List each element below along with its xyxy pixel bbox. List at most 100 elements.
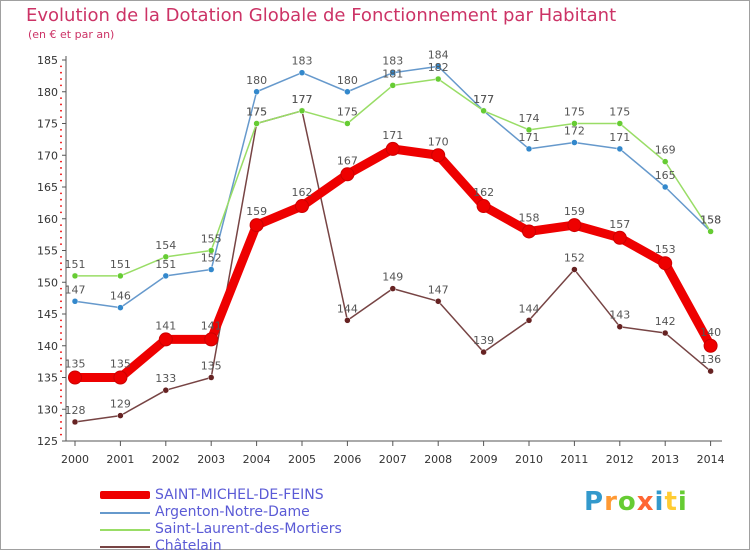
- data-label: 175: [246, 106, 267, 119]
- y-minor-tick: [60, 236, 62, 239]
- data-label: 177: [292, 93, 313, 106]
- legend-item-argenton-notre-dame: Argenton-Notre-Dame: [100, 504, 500, 521]
- x-tick-label: 2014: [697, 453, 725, 466]
- y-tick-label: 125: [37, 435, 58, 448]
- data-label: 155: [201, 233, 222, 246]
- data-point: [434, 298, 442, 305]
- data-point: [431, 148, 446, 163]
- y-tick-label: 155: [37, 245, 58, 258]
- y-minor-tick: [60, 116, 62, 119]
- data-point: [480, 107, 487, 115]
- data-label: 171: [519, 131, 540, 144]
- data-label: 175: [609, 106, 630, 119]
- data-label: 129: [110, 398, 131, 411]
- logo-letter: o: [617, 487, 637, 517]
- data-label: 144: [337, 302, 358, 315]
- data-point: [204, 332, 219, 347]
- data-point: [253, 120, 260, 127]
- data-point: [249, 218, 264, 233]
- chart-title: Evolution de la Dotation Globale de Fonc…: [26, 5, 617, 26]
- x-tick-label: 2004: [243, 453, 271, 466]
- logo-letter: i: [677, 487, 688, 517]
- x-tick-label: 2008: [424, 453, 452, 466]
- y-minor-tick: [60, 167, 62, 169]
- legend-label: SAINT-MICHEL-DE-FEINS: [155, 487, 324, 503]
- y-minor-tick: [60, 230, 62, 233]
- data-label: 135: [201, 360, 222, 373]
- legend-item-saint-michel-de-feins: SAINT-MICHEL-DE-FEINS: [100, 487, 500, 504]
- y-minor-tick: [60, 370, 62, 373]
- data-label: 158: [519, 211, 540, 224]
- y-minor-tick: [60, 173, 62, 176]
- data-point: [158, 332, 173, 347]
- data-label: 159: [564, 205, 585, 218]
- y-minor-tick: [60, 294, 62, 296]
- data-labels-layer: 128 129 133 135 175 177 144 149 147 139 144 152 143 1…: [65, 48, 722, 417]
- data-label: 158: [700, 213, 721, 226]
- data-point: [162, 272, 170, 280]
- data-label: 152: [201, 252, 222, 265]
- data-label: 175: [246, 106, 267, 119]
- x-tick-label: 2009: [470, 453, 498, 466]
- data-point: [661, 158, 669, 165]
- data-label: 151: [155, 258, 176, 271]
- series-layer: [68, 63, 718, 426]
- y-minor-tick: [60, 382, 62, 385]
- x-tick-label: 2011: [560, 453, 588, 466]
- data-point: [162, 253, 170, 261]
- data-label: 135: [65, 358, 86, 371]
- data-label: 172: [564, 125, 585, 138]
- x-tick-label: 2000: [61, 453, 89, 466]
- data-point: [344, 88, 351, 95]
- y-tick-label: 160: [37, 213, 58, 226]
- data-point: [344, 120, 351, 127]
- data-point: [162, 386, 170, 394]
- y-tick-label: 185: [37, 54, 58, 67]
- y-minor-tick: [60, 103, 62, 106]
- data-point: [389, 69, 397, 76]
- y-minor-tick: [60, 325, 62, 328]
- data-point: [480, 348, 487, 356]
- y-minor-tick: [60, 141, 62, 144]
- y-tick-label: 170: [37, 149, 58, 162]
- logo-letter: r: [604, 487, 618, 517]
- data-label: 183: [292, 55, 313, 68]
- data-label: 180: [337, 74, 358, 87]
- y-minor-tick: [60, 332, 62, 334]
- data-label: 135: [110, 358, 131, 371]
- data-point: [298, 107, 306, 115]
- data-label: 157: [609, 218, 630, 231]
- logo-letter: P: [584, 487, 605, 517]
- data-point: [207, 374, 215, 381]
- data-point: [117, 272, 124, 280]
- data-point: [207, 247, 215, 254]
- data-label: 151: [110, 258, 131, 271]
- data-label: 133: [155, 372, 176, 385]
- y-minor-tick: [60, 78, 62, 80]
- y-tick-label: 175: [37, 118, 58, 131]
- y-minor-tick: [60, 135, 62, 138]
- legend-item-saint-laurent-des-mortiers: Saint-Laurent-des-Mortiers: [100, 521, 500, 538]
- data-label: 174: [519, 112, 540, 125]
- data-label: 136: [700, 353, 721, 366]
- data-point: [571, 266, 578, 273]
- y-minor-tick: [60, 84, 62, 87]
- y-minor-tick: [60, 414, 62, 417]
- y-tick-label: 140: [37, 340, 58, 353]
- y-minor-tick: [60, 109, 62, 112]
- y-minor-tick: [60, 433, 62, 436]
- data-label: 183: [382, 55, 403, 68]
- data-point: [571, 139, 578, 146]
- data-label: 151: [65, 258, 86, 271]
- data-label: 162: [292, 186, 313, 199]
- y-minor-tick: [60, 148, 62, 150]
- y-minor-tick: [60, 65, 62, 68]
- data-point: [658, 256, 673, 271]
- data-label: 153: [655, 243, 676, 256]
- data-label: 184: [428, 48, 449, 61]
- chart-subtitle: (en € et par an): [28, 28, 115, 41]
- data-point: [616, 145, 624, 153]
- data-label: 154: [155, 239, 176, 252]
- y-minor-tick: [60, 389, 62, 392]
